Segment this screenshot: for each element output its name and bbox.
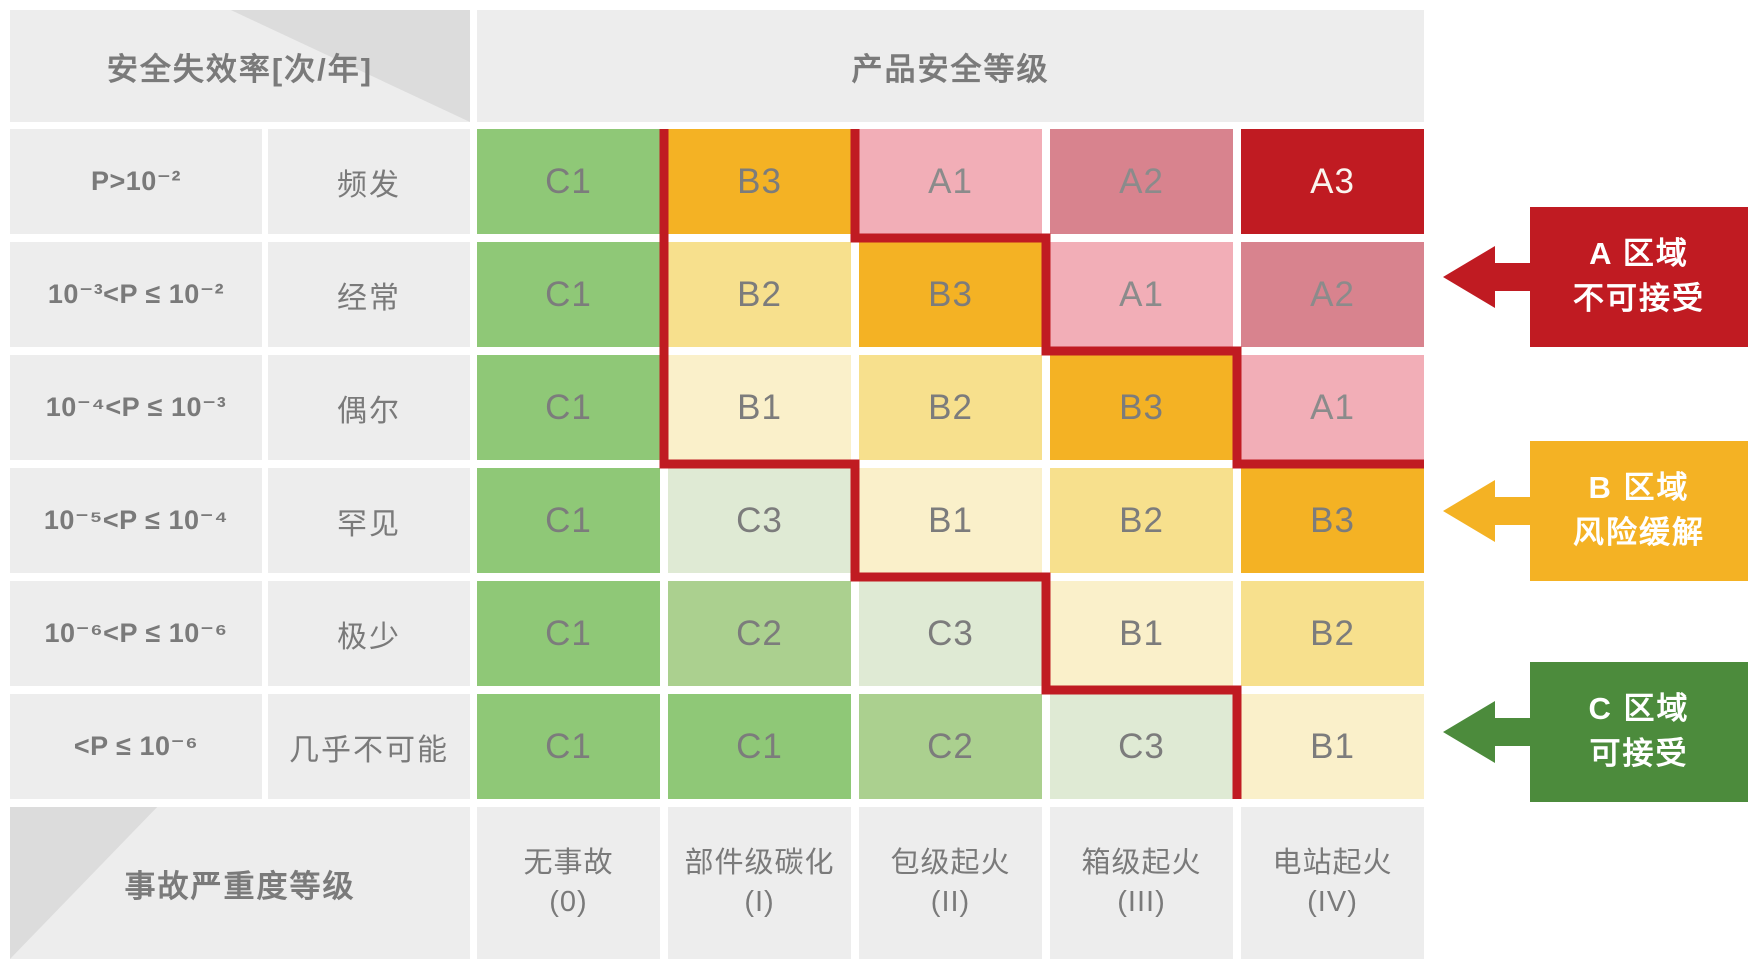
- frequency-label-cell: 经常: [268, 242, 470, 347]
- severity-column-0: 无事故 (0): [477, 807, 660, 959]
- matrix-cell-c1-r5c1: C1: [477, 581, 660, 686]
- legend-zone-b-title: B 区域: [1588, 470, 1690, 506]
- legend-zone-b-desc: 风险缓解: [1573, 515, 1705, 550]
- severity-name: 包级起火: [890, 846, 1011, 879]
- matrix-cell-b1-r5c4: B1: [1050, 581, 1233, 686]
- matrix-cell-a1-r2c4: A1: [1050, 242, 1233, 347]
- frequency-label-cell: 偶尔: [268, 355, 470, 460]
- legend-zone-c-title: C 区域: [1588, 691, 1690, 727]
- legend-zone-c: C 区域 可接受: [1443, 662, 1748, 802]
- matrix-cell-c3-r6c4: C3: [1050, 694, 1233, 799]
- severity-header-label: 事故严重度等级: [124, 868, 356, 904]
- matrix-cell-c1-r2c1: C1: [477, 242, 660, 347]
- legend-zone-c-desc: 可接受: [1589, 736, 1689, 771]
- zone-c-arrow-icon: [1443, 701, 1530, 763]
- severity-grade: (II): [930, 886, 971, 918]
- severity-name: 部件级碳化: [684, 846, 835, 879]
- matrix-cell-a1-r3c5: A1: [1241, 355, 1424, 460]
- severity-column-ii: 包级起火 (II): [859, 807, 1042, 959]
- severity-grade: (IV): [1307, 886, 1358, 918]
- legend-zone-c-box: C 区域 可接受: [1530, 662, 1748, 802]
- zone-a-arrow-icon: [1443, 246, 1530, 308]
- matrix-cell-b1-r6c5: B1: [1241, 694, 1424, 799]
- severity-column-iii: 箱级起火 (III): [1050, 807, 1233, 959]
- legend-zone-b: B 区域 风险缓解: [1443, 441, 1748, 581]
- matrix-cell-b2-r4c4: B2: [1050, 468, 1233, 573]
- severity-header-cell: 事故严重度等级: [10, 807, 470, 959]
- legend-zone-a-desc: 不可接受: [1573, 281, 1705, 316]
- severity-grade: (I): [744, 886, 775, 918]
- frequency-label-cell: 极少: [268, 581, 470, 686]
- matrix-cell-a1-r1c3: A1: [859, 129, 1042, 234]
- product-safety-level-header-cell: 产品安全等级: [477, 10, 1424, 122]
- legend-zone-a-title: A 区域: [1589, 236, 1689, 272]
- matrix-cell-c3-r4c2: C3: [668, 468, 851, 573]
- matrix-cell-c1-r6c2: C1: [668, 694, 851, 799]
- matrix-cell-c1-r6c1: C1: [477, 694, 660, 799]
- matrix-cell-c2-r5c2: C2: [668, 581, 851, 686]
- severity-name: 箱级起火: [1081, 846, 1202, 879]
- matrix-cell-c2-r6c3: C2: [859, 694, 1042, 799]
- matrix-cell-b2-r2c2: B2: [668, 242, 851, 347]
- failure-rate-header-label: 安全失效率[次/年]: [106, 51, 374, 87]
- matrix-cell-c1-r3c1: C1: [477, 355, 660, 460]
- matrix-cell-b1-r4c3: B1: [859, 468, 1042, 573]
- matrix-cell-c1-r1c1: C1: [477, 129, 660, 234]
- frequency-label-cell: 频发: [268, 129, 470, 234]
- severity-column-i: 部件级碳化 (I): [668, 807, 851, 959]
- matrix-cell-b2-r3c3: B2: [859, 355, 1042, 460]
- failure-rate-header-cell: 安全失效率[次/年]: [10, 10, 470, 122]
- matrix-cell-b3-r2c3: B3: [859, 242, 1042, 347]
- matrix-cell-b2-r5c5: B2: [1241, 581, 1424, 686]
- zone-b-arrow-icon: [1443, 480, 1530, 542]
- matrix-cell-a2-r1c4: A2: [1050, 129, 1233, 234]
- failure-rate-range-cell: 10⁻⁵<P ≤ 10⁻⁴: [10, 468, 262, 573]
- matrix-cell-b3-r4c5: B3: [1241, 468, 1424, 573]
- matrix-cell-b1-r3c2: B1: [668, 355, 851, 460]
- failure-rate-range-cell: 10⁻³<P ≤ 10⁻²: [10, 242, 262, 347]
- matrix-cell-c1-r4c1: C1: [477, 468, 660, 573]
- frequency-label-cell: 几乎不可能: [268, 694, 470, 799]
- legend-zone-a-box: A 区域 不可接受: [1530, 207, 1748, 347]
- severity-name: 电站起火: [1272, 846, 1393, 879]
- severity-grade: (0): [549, 886, 588, 918]
- legend-zone-b-box: B 区域 风险缓解: [1530, 441, 1748, 581]
- product-safety-level-label: 产品安全等级: [851, 51, 1050, 87]
- matrix-cell-a3-r1c5: A3: [1241, 129, 1424, 234]
- legend-zone-a: A 区域 不可接受: [1443, 207, 1748, 347]
- severity-column-iv: 电站起火 (IV): [1241, 807, 1424, 959]
- severity-name: 无事故: [523, 846, 614, 879]
- matrix-cell-b3-r3c4: B3: [1050, 355, 1233, 460]
- failure-rate-range-cell: P>10⁻²: [10, 129, 262, 234]
- failure-rate-range-cell: 10⁻⁶<P ≤ 10⁻⁶: [10, 581, 262, 686]
- frequency-label-cell: 罕见: [268, 468, 470, 573]
- matrix-cell-a2-r2c5: A2: [1241, 242, 1424, 347]
- matrix-cell-b3-r1c2: B3: [668, 129, 851, 234]
- severity-grade: (III): [1117, 886, 1166, 918]
- failure-rate-range-cell: 10⁻⁴<P ≤ 10⁻³: [10, 355, 262, 460]
- failure-rate-range-cell: <P ≤ 10⁻⁶: [10, 694, 262, 799]
- matrix-cell-c3-r5c3: C3: [859, 581, 1042, 686]
